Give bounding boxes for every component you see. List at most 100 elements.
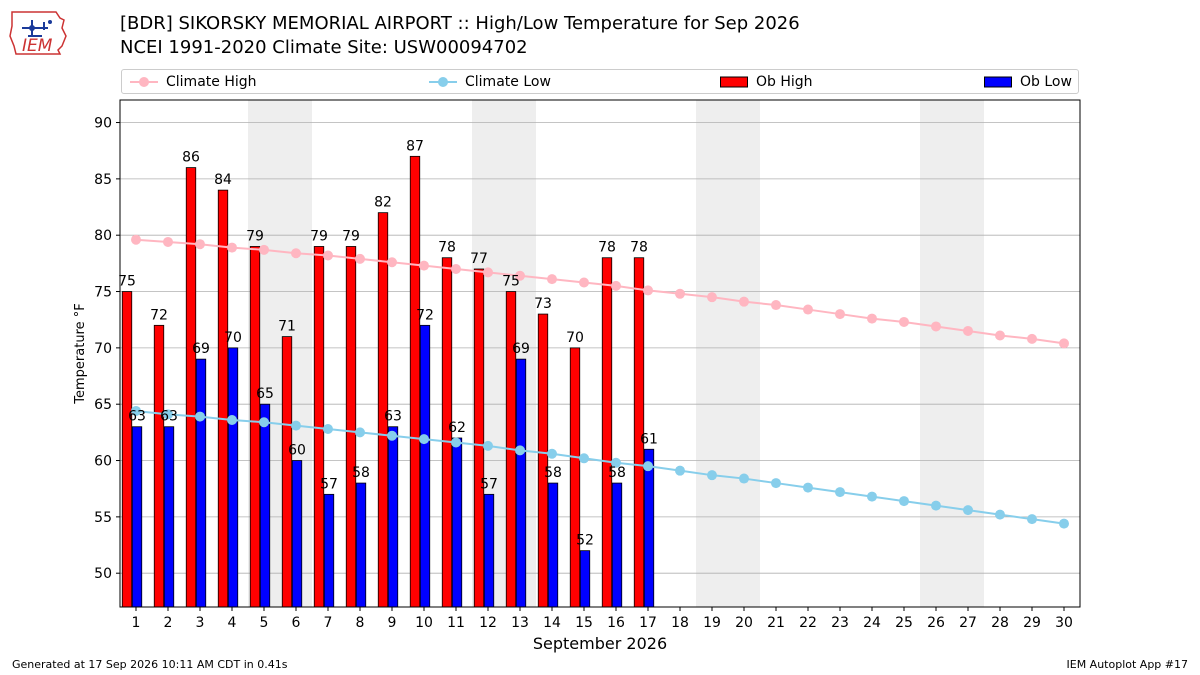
- x-tick-label: 27: [959, 615, 977, 631]
- y-tick-label: 70: [94, 341, 112, 357]
- ob-low-bar: [483, 493, 495, 608]
- climate-high-point: [259, 244, 269, 255]
- legend-label: Climate High: [166, 73, 257, 90]
- climate-high-point: [867, 313, 877, 324]
- climate-high-point: [419, 260, 429, 271]
- x-tick-label: 12: [479, 615, 497, 631]
- ob-high-bar-label: 79: [246, 228, 264, 244]
- y-tick-label: 80: [94, 228, 112, 244]
- climate-low-point: [963, 505, 973, 516]
- x-tick-label: 11: [447, 615, 465, 631]
- climate-low-point: [163, 409, 173, 420]
- climate-high-point: [611, 280, 621, 291]
- ob-high-bar-label: 75: [118, 274, 136, 290]
- ob-high-bar: [601, 257, 613, 608]
- y-axis-label: Temperature °F: [73, 303, 88, 404]
- climate-low-point: [739, 473, 749, 484]
- ob-low-bar: [579, 550, 591, 608]
- y-tick-label: 90: [94, 116, 112, 132]
- ob-low-bar: [643, 448, 655, 608]
- ob-low-bar-label: 58: [608, 465, 626, 481]
- ob-high-bar: [345, 246, 357, 608]
- ob-low-bar-label: 60: [288, 443, 306, 459]
- climate-high-point: [931, 321, 941, 332]
- climate-low-series: [131, 405, 1069, 529]
- ob-low-bar-label: 69: [192, 341, 210, 357]
- x-tick-label: 8: [356, 615, 365, 631]
- x-tick-label: 4: [228, 615, 237, 631]
- x-tick-label: 15: [575, 615, 593, 631]
- climate-low-point: [707, 470, 717, 481]
- ob-low-swatch-icon: [984, 76, 1012, 87]
- climate-high-point: [355, 253, 365, 264]
- ob-low-bar-label: 72: [416, 307, 434, 323]
- climate-low-point: [323, 423, 333, 434]
- climate-high-series: [131, 234, 1069, 349]
- climate-low-point: [515, 445, 525, 456]
- ob-high-bar-label: 82: [374, 195, 392, 211]
- x-tick-label: 5: [260, 615, 269, 631]
- ob-low-bar-label: 62: [448, 420, 466, 436]
- x-tick-label: 22: [799, 615, 817, 631]
- page-title: [BDR] SIKORSKY MEMORIAL AIRPORT :: High/…: [120, 13, 800, 34]
- x-tick-label: 30: [1055, 615, 1073, 631]
- ob-low-bar: [515, 358, 527, 608]
- x-tick-label: 28: [991, 615, 1009, 631]
- ob-low-bar-label: 58: [544, 465, 562, 481]
- y-tick-label: 85: [94, 172, 112, 188]
- climate-high-line: [135, 238, 1065, 345]
- climate-high-point: [291, 248, 301, 259]
- legend-item-ob-low: Ob Low: [984, 70, 1072, 93]
- ob-low-bar-label: 63: [128, 409, 146, 425]
- ob-low-bar: [547, 482, 559, 608]
- y-tick-label: 55: [94, 510, 112, 526]
- climate-low-point: [579, 453, 589, 464]
- ob-low-bar: [419, 324, 431, 608]
- climate-high-point: [483, 267, 493, 278]
- climate-low-point: [227, 414, 237, 425]
- climate-low-point: [259, 417, 269, 428]
- ob-low-bar-label: 52: [576, 533, 594, 549]
- climate-high-point: [739, 296, 749, 307]
- y-axis: 50 55 60 65 70 75 80 85 90: [94, 116, 120, 582]
- x-tick-label: 24: [863, 615, 881, 631]
- climate-low-line: [135, 409, 1065, 525]
- legend-item-ob-high: Ob High: [720, 70, 813, 93]
- x-tick-label: 25: [895, 615, 913, 631]
- ob-low-bar-label: 63: [384, 409, 402, 425]
- x-tick-label: 9: [388, 615, 397, 631]
- ob-high-bar-label: 78: [598, 240, 616, 256]
- climate-high-point: [515, 270, 525, 281]
- ob-low-bars: [131, 324, 655, 608]
- x-tick-label: 2: [164, 615, 173, 631]
- climate-high-point: [227, 242, 237, 253]
- climate-high-point: [451, 264, 461, 274]
- ob-high-bar-label: 77: [470, 251, 488, 267]
- ob-high-bar: [569, 347, 581, 608]
- ob-high-bar: [537, 313, 549, 608]
- generated-timestamp: Generated at 17 Sep 2026 10:11 AM CDT in…: [12, 658, 288, 671]
- x-tick-label: 19: [703, 615, 721, 631]
- logo-text: IEM: [22, 36, 53, 56]
- ob-low-bar: [195, 358, 207, 608]
- ob-low-bar: [291, 460, 303, 608]
- ob-high-bar-label: 72: [150, 307, 168, 323]
- x-tick-label: 29: [1023, 615, 1041, 631]
- ob-high-swatch-icon: [720, 76, 748, 87]
- legend-item-climate-high: Climate High: [130, 70, 257, 93]
- climate-low-point: [419, 434, 429, 445]
- ob-high-bar-label: 70: [566, 330, 584, 346]
- ob-high-bar: [473, 268, 485, 608]
- x-axis-label: September 2026: [533, 634, 667, 653]
- x-tick-label: 16: [607, 615, 625, 631]
- ob-low-bar-label: 70: [224, 330, 242, 346]
- ob-low-bar-label: 57: [320, 476, 338, 492]
- climate-high-point: [675, 288, 685, 299]
- climate-high-point: [643, 285, 653, 296]
- ob-high-bar-label: 75: [502, 274, 520, 290]
- climate-high-point: [707, 292, 717, 303]
- ob-high-bar-label: 86: [182, 150, 200, 166]
- y-tick-label: 60: [94, 454, 112, 470]
- x-tick-label: 10: [415, 615, 433, 631]
- climate-high-point: [771, 300, 781, 311]
